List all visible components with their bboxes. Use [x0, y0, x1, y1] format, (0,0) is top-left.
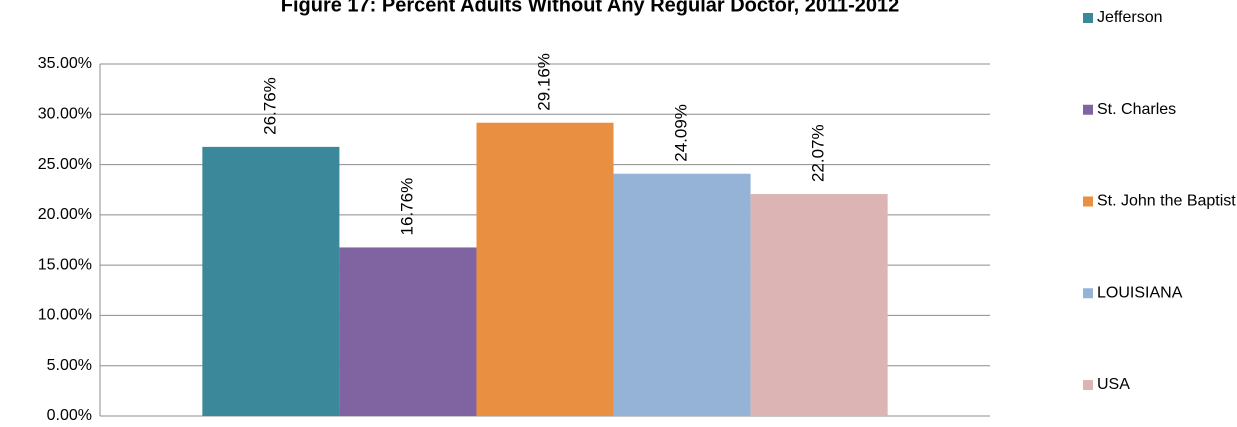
legend-swatch — [1083, 13, 1093, 23]
legend-label: Jefferson — [1097, 9, 1163, 26]
y-tick-label: 15.00% — [38, 256, 92, 273]
legend-swatch — [1083, 196, 1093, 207]
y-tick-label: 0.00% — [47, 407, 92, 424]
legend-swatch — [1083, 288, 1093, 299]
data-label: 22.07% — [809, 124, 828, 182]
data-label: 29.16% — [534, 53, 553, 111]
legend-label: St. John the Baptist — [1097, 193, 1236, 210]
data-label: 24.09% — [672, 104, 691, 162]
y-tick-label: 10.00% — [38, 307, 92, 324]
legend-swatch — [1083, 104, 1093, 115]
chart-title: Figure 17: Percent Adults Without Any Re… — [281, 0, 900, 16]
data-label: 16.76% — [397, 178, 416, 236]
y-tick-label: 35.00% — [38, 55, 92, 72]
y-tick-label: 30.00% — [38, 106, 92, 123]
legend-label: USA — [1097, 376, 1130, 393]
bar — [202, 146, 340, 416]
bar — [476, 122, 614, 417]
y-tick-label: 25.00% — [38, 156, 92, 173]
data-label: 26.76% — [260, 77, 279, 135]
legend-label: St. Charles — [1097, 101, 1176, 118]
y-tick-label: 5.00% — [47, 357, 92, 374]
y-tick-label: 20.00% — [38, 206, 92, 223]
bar — [750, 194, 888, 416]
bar — [613, 173, 751, 416]
legend-swatch — [1083, 380, 1093, 390]
legend-label: LOUISIANA — [1097, 284, 1183, 301]
bar — [339, 247, 477, 416]
